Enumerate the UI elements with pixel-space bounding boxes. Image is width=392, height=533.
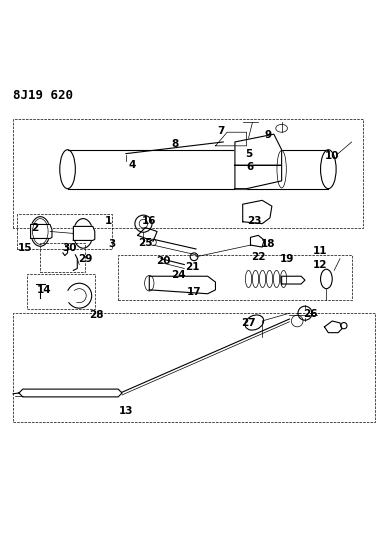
Text: 27: 27 bbox=[241, 318, 256, 328]
Text: 2: 2 bbox=[31, 223, 38, 233]
Text: 11: 11 bbox=[313, 246, 328, 256]
Text: 17: 17 bbox=[187, 287, 201, 297]
Bar bbox=[17, 214, 113, 249]
Bar bbox=[13, 313, 375, 422]
Polygon shape bbox=[235, 165, 281, 189]
Text: 25: 25 bbox=[138, 238, 152, 248]
Text: 5: 5 bbox=[245, 149, 252, 159]
Polygon shape bbox=[149, 276, 216, 294]
Text: 22: 22 bbox=[251, 252, 265, 262]
Bar bbox=[118, 255, 352, 300]
Text: 1: 1 bbox=[105, 215, 112, 225]
Text: 13: 13 bbox=[119, 406, 133, 416]
Text: 20: 20 bbox=[156, 256, 170, 265]
Text: 18: 18 bbox=[261, 239, 275, 249]
Text: 4: 4 bbox=[128, 160, 136, 171]
Polygon shape bbox=[73, 227, 95, 240]
Text: 3: 3 bbox=[109, 239, 116, 249]
Text: 30: 30 bbox=[62, 243, 77, 253]
Polygon shape bbox=[281, 276, 305, 284]
Text: 28: 28 bbox=[89, 310, 104, 320]
Text: 8: 8 bbox=[171, 139, 178, 149]
Text: 12: 12 bbox=[313, 260, 328, 270]
Text: 14: 14 bbox=[37, 285, 51, 295]
Polygon shape bbox=[243, 200, 272, 224]
Bar bbox=[27, 274, 95, 309]
Text: 21: 21 bbox=[185, 262, 200, 272]
Polygon shape bbox=[31, 224, 52, 238]
Text: 29: 29 bbox=[78, 254, 92, 264]
Text: 19: 19 bbox=[280, 254, 295, 264]
Polygon shape bbox=[235, 134, 281, 165]
Text: 24: 24 bbox=[171, 270, 186, 280]
Polygon shape bbox=[62, 290, 77, 301]
Text: 8J19 620: 8J19 620 bbox=[13, 90, 73, 102]
Polygon shape bbox=[19, 389, 122, 397]
Text: 7: 7 bbox=[218, 126, 225, 136]
Text: 23: 23 bbox=[247, 215, 261, 225]
Bar bbox=[40, 243, 85, 272]
Text: 6: 6 bbox=[247, 162, 254, 172]
Text: 15: 15 bbox=[18, 243, 32, 253]
Text: 9: 9 bbox=[265, 130, 272, 140]
Text: 10: 10 bbox=[325, 150, 339, 160]
Text: 26: 26 bbox=[303, 309, 318, 319]
Text: 16: 16 bbox=[142, 215, 156, 225]
Polygon shape bbox=[325, 321, 342, 333]
